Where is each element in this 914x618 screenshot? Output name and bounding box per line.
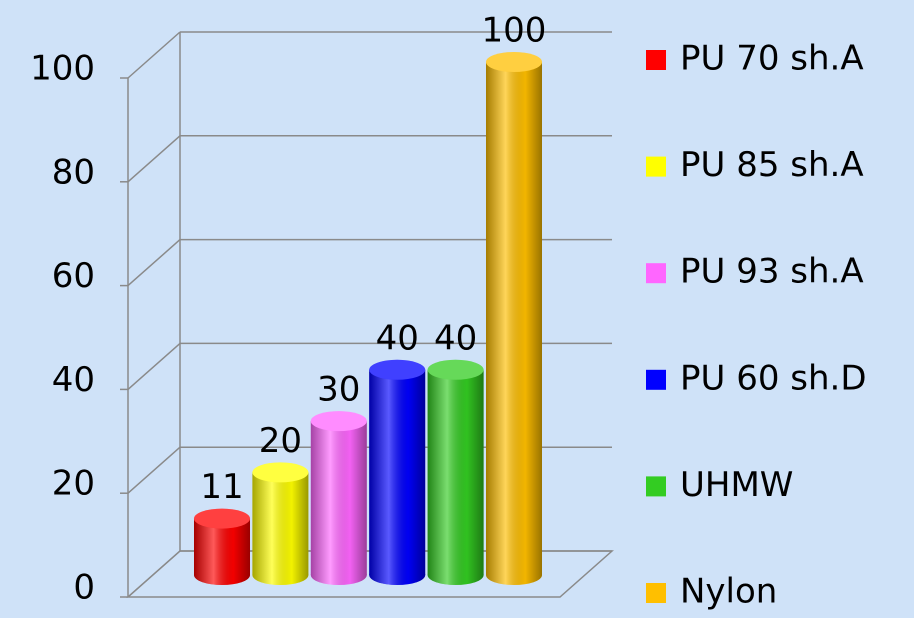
legend-label: UHMW [680, 465, 793, 505]
cylinder-top-shade [369, 359, 426, 380]
grid-line-side [127, 446, 181, 494]
legend-swatch [646, 476, 666, 497]
cylinder-top [486, 52, 542, 72]
legend-label: PU 93 sh.A [680, 252, 864, 292]
data-label: 11 [200, 467, 243, 507]
bar-shade [310, 421, 367, 575]
legend-label: Nylon [680, 572, 777, 612]
cylinder-top [427, 359, 484, 380]
data-label: 20 [259, 421, 302, 461]
bar-shade [369, 369, 426, 575]
cylinder-top-shade [194, 508, 250, 529]
cylinder-top-shade [486, 52, 542, 72]
data-label: 40 [376, 318, 419, 358]
cylinder-top [194, 508, 250, 529]
bar-shade [252, 472, 309, 575]
y-tick-label: 80 [52, 152, 95, 192]
y-tick-label: 0 [73, 568, 95, 608]
cylinder-top [310, 411, 367, 432]
legend-label: PU 85 sh.A [680, 145, 864, 185]
legend-label: PU 70 sh.A [680, 39, 864, 79]
grid-line-side [127, 550, 181, 598]
data-label: 100 [482, 11, 547, 51]
grid-line-side [127, 31, 181, 79]
cylinder-top-shade [427, 359, 484, 380]
grid-line-side [127, 135, 181, 183]
cylinder-top [369, 359, 426, 380]
cylinder-top-shade [310, 411, 367, 432]
y-tick-label: 100 [30, 49, 95, 89]
bar-shade [486, 62, 542, 575]
legend-swatch [646, 263, 666, 284]
legend-swatch [646, 156, 666, 177]
y-tick-label: 20 [52, 464, 95, 504]
cylinder-top-shade [252, 462, 309, 483]
grid-line-side [127, 239, 181, 287]
data-label: 30 [317, 370, 360, 410]
legend-swatch [646, 583, 666, 603]
bar-shade [427, 369, 484, 575]
cylinder-top [252, 462, 309, 483]
y-tick-label: 60 [52, 256, 95, 296]
legend-label: PU 60 sh.D [680, 358, 867, 398]
y-tick-label: 40 [52, 360, 95, 400]
legend-swatch [646, 50, 666, 70]
legend-swatch [646, 369, 666, 390]
data-label: 40 [434, 318, 477, 358]
grid-line-side [127, 342, 181, 390]
